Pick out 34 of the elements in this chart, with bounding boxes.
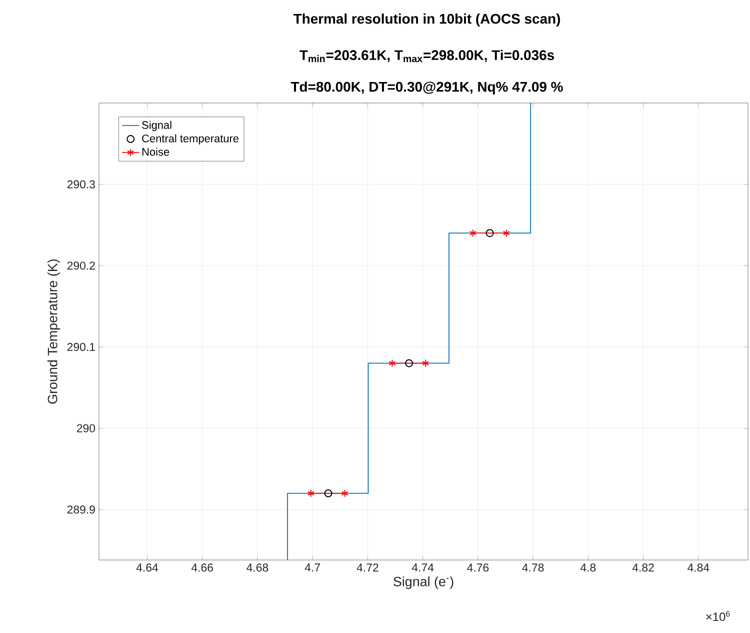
- point: [324, 489, 332, 498]
- point: [341, 489, 348, 498]
- chart-subtitle: T$_{min}$=203.61K, T$_{max}$=298.00K, Ti=0.036s: [300, 50, 554, 62]
- y-tick-label: 290.1: [67, 342, 95, 351]
- point: [502, 229, 510, 238]
- x-tick-label: 4.76: [467, 564, 489, 572]
- y-axis-title: Ground Temperature (K): [47, 259, 60, 404]
- legend-label: Noise: [142, 148, 170, 156]
- legend-label: Central temperature: [142, 134, 239, 145]
- y-tick-label: 290: [76, 424, 96, 432]
- point: [486, 229, 494, 238]
- y-tick-label: 289.9: [67, 506, 95, 514]
- x-axis-title: Signal (e$^{-}$): [394, 576, 454, 590]
- x-tick-label: 4.8: [580, 564, 596, 572]
- chart-title: Thermal resolution in 10bit (AOCS scan): [293, 13, 560, 26]
- y-tick-label: 290.3: [67, 180, 95, 188]
- point: [405, 359, 414, 368]
- text: ×10$^{6}$: [706, 610, 730, 621]
- point: [422, 359, 430, 368]
- x-tick-label: 4.64: [136, 564, 158, 572]
- x-tick-label: 4.66: [191, 564, 213, 572]
- x-tick-label: 4.74: [412, 564, 434, 572]
- x-tick-label: 4.72: [356, 564, 378, 572]
- text: Td=80.00K, DT=0.30@291K, Nq% 47.09 %: [290, 81, 563, 94]
- x-tick-label: 4.68: [246, 564, 268, 572]
- y-tick-label: 290.2: [67, 262, 95, 270]
- x-tick-label: 4.7: [304, 564, 320, 572]
- legend-label: Signal: [142, 120, 172, 132]
- point: [469, 229, 476, 238]
- x-tick-label: 4.78: [522, 564, 544, 572]
- x-tick-label: 4.82: [632, 564, 654, 572]
- point: [307, 489, 314, 498]
- x-tick-label: 4.84: [688, 564, 710, 572]
- point: [388, 359, 396, 368]
